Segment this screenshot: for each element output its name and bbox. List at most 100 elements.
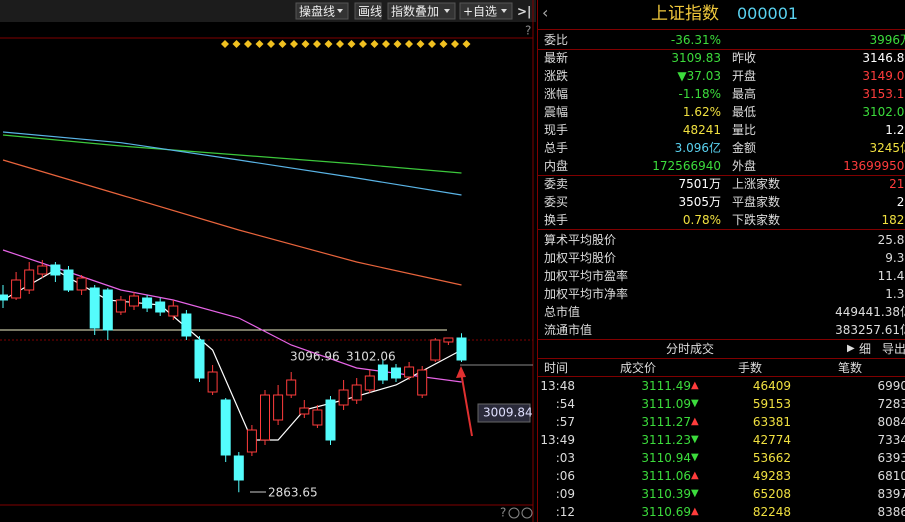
toolbar-button-label[interactable]: 指数叠加 bbox=[391, 4, 439, 19]
trade-arrow: ▼ bbox=[691, 452, 699, 463]
quote-label: 委买 bbox=[544, 195, 569, 209]
quote-label: 内盘 bbox=[544, 159, 569, 173]
zoom-out[interactable] bbox=[521, 507, 533, 519]
moving-average-line bbox=[2, 131, 462, 196]
signal-diamond bbox=[370, 40, 379, 48]
trade-time: 13:48 bbox=[540, 379, 575, 393]
quote-label: 外盘 bbox=[732, 159, 757, 173]
signal-diamond bbox=[462, 40, 471, 48]
candle-body bbox=[0, 294, 8, 301]
separator bbox=[538, 376, 905, 377]
trade-count: 8084 bbox=[877, 415, 905, 429]
price-label-box bbox=[477, 403, 531, 423]
quote-label: 金额 bbox=[732, 141, 757, 155]
help-icon[interactable]: ? bbox=[500, 506, 506, 520]
signal-row bbox=[221, 40, 471, 48]
signal-diamond bbox=[393, 40, 402, 48]
stat-label: 加权平均市盈率 bbox=[544, 269, 629, 283]
candle-body bbox=[168, 305, 179, 317]
price-label: 3009.84 bbox=[483, 406, 533, 420]
quote-value: 136999508 bbox=[843, 159, 905, 173]
moving-average-line bbox=[2, 159, 462, 286]
trade-time: :12 bbox=[555, 505, 575, 519]
trade-arrow: ▼ bbox=[691, 488, 699, 499]
trade-price: 3111.27 bbox=[641, 415, 691, 429]
arrow-head bbox=[456, 366, 466, 378]
quote-label: 最低 bbox=[732, 105, 757, 119]
trades-detail[interactable]: 细 bbox=[859, 342, 872, 356]
candle-body bbox=[115, 299, 126, 313]
help-icon[interactable]: ? bbox=[525, 24, 531, 38]
stat-label: 流通市值 bbox=[544, 323, 593, 337]
signal-diamond bbox=[439, 40, 448, 48]
quote-value: 0.78% bbox=[682, 213, 721, 227]
quote-label: 上涨家数 bbox=[732, 177, 781, 191]
separator bbox=[538, 175, 905, 176]
quote-value: 3505万 bbox=[678, 195, 721, 209]
separator bbox=[538, 339, 905, 340]
trade-time: :57 bbox=[555, 415, 575, 429]
collapse-icon[interactable]: >| bbox=[517, 5, 531, 19]
quote-label: 现手 bbox=[544, 123, 569, 137]
stat-value: 1.34 bbox=[885, 287, 905, 301]
quote-label: 平盘家数 bbox=[732, 195, 781, 209]
dropdown-icon bbox=[444, 9, 450, 13]
candle-body bbox=[260, 394, 270, 441]
candle-body bbox=[220, 399, 231, 456]
signal-diamond bbox=[278, 40, 287, 48]
zoom-in[interactable] bbox=[508, 507, 520, 519]
candle-body bbox=[102, 289, 113, 331]
annotation: 2863.65 bbox=[268, 486, 318, 500]
toolbar-button[interactable] bbox=[459, 2, 513, 20]
trade-price: 3111.49 bbox=[641, 379, 691, 393]
toolbar-button[interactable] bbox=[295, 2, 349, 20]
candle-body bbox=[377, 364, 388, 381]
toolbar-button[interactable] bbox=[354, 2, 382, 20]
back-icon[interactable]: ‹ bbox=[542, 3, 549, 22]
trades-export[interactable]: 导出 bbox=[882, 342, 905, 356]
trades-title: 分时成交 bbox=[666, 342, 715, 356]
quote-value: 7501万 bbox=[678, 177, 721, 191]
toolbar-button-label[interactable]: +自选 bbox=[463, 5, 497, 19]
quote-label: 最新 bbox=[544, 51, 569, 65]
separator bbox=[538, 229, 905, 230]
signal-diamond bbox=[428, 40, 436, 48]
quote-value: 1.27 bbox=[885, 123, 905, 137]
quote-value: 3245亿 bbox=[869, 141, 905, 155]
stat-value: 11.49 bbox=[877, 269, 905, 283]
trade-arrow: ▲ bbox=[691, 416, 699, 427]
annotation: 3102.06 bbox=[346, 350, 396, 364]
candle-body bbox=[338, 389, 349, 406]
signal-diamond bbox=[416, 40, 425, 48]
stat-label: 加权平均股价 bbox=[544, 251, 617, 265]
candle-body bbox=[312, 409, 323, 426]
stat-label: 总市值 bbox=[544, 305, 581, 319]
stat-value: 449441.38亿 bbox=[835, 305, 905, 319]
toolbar bbox=[0, 0, 536, 22]
toolbar-button-label[interactable]: 操盘线 bbox=[299, 4, 335, 19]
chart-panel: ? ? >| 操盘线 画线 指数叠加 +自选 3096.96 3102.06 2863.65… bbox=[0, 0, 536, 522]
quote-label: 昨收 bbox=[732, 51, 757, 65]
arrow bbox=[460, 371, 473, 437]
candle-body bbox=[273, 394, 284, 421]
signal-diamond bbox=[244, 40, 252, 48]
quote-value: 172566940 bbox=[652, 159, 721, 173]
expand-icon[interactable]: ▶ bbox=[847, 343, 855, 354]
signal-diamond bbox=[359, 40, 367, 48]
quote-value: ▼37.03 bbox=[677, 69, 721, 83]
trade-price: 3111.09 bbox=[641, 397, 691, 411]
quote-value: 1.62% bbox=[682, 105, 721, 119]
trade-volume: 53662 bbox=[752, 451, 791, 465]
trade-count: 7334 bbox=[877, 433, 905, 447]
column-header: 成交价 bbox=[620, 361, 657, 375]
trade-volume: 59153 bbox=[752, 397, 791, 411]
quote-label: 涨幅 bbox=[544, 87, 569, 101]
trade-volume: 49283 bbox=[752, 469, 791, 483]
quote-name: 上证指数 bbox=[651, 4, 719, 24]
toolbar-button-label[interactable]: 画线 bbox=[358, 5, 382, 19]
candle-body bbox=[430, 339, 441, 361]
toolbar-button[interactable] bbox=[387, 2, 456, 20]
candle-body bbox=[456, 337, 467, 361]
quote-label: 最高 bbox=[732, 87, 757, 101]
